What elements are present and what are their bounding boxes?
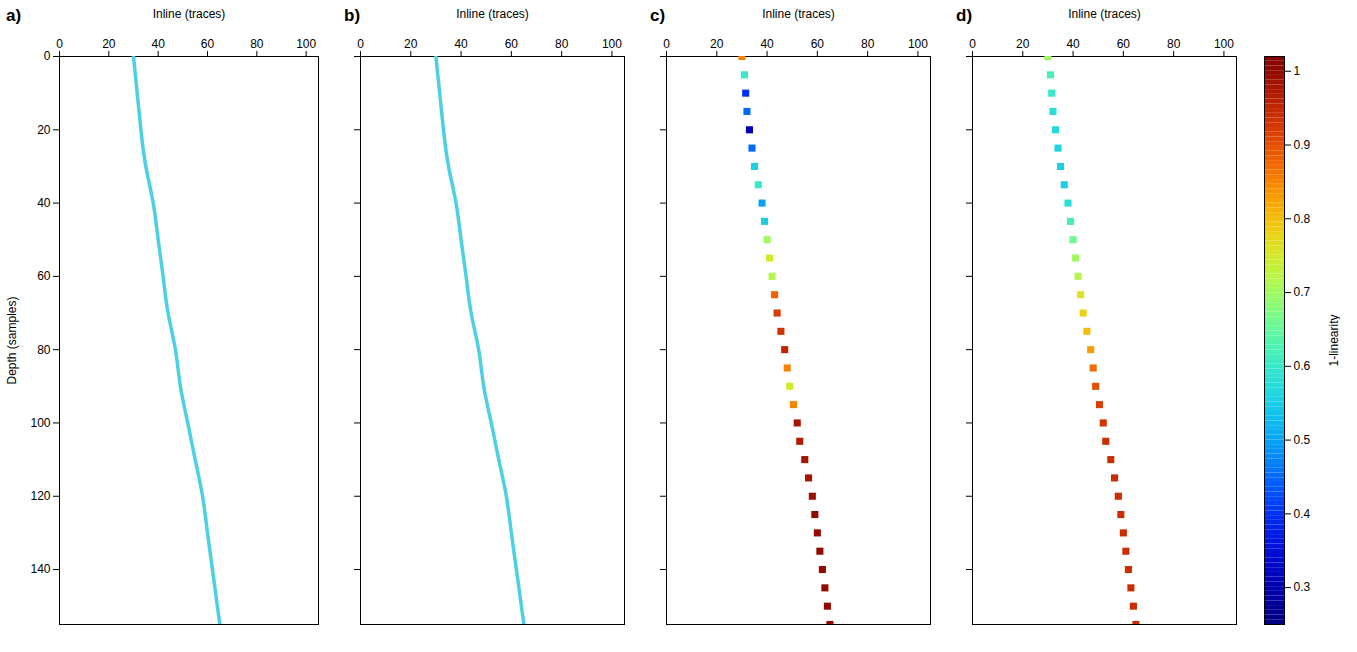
svg-text:40: 40	[151, 37, 165, 51]
svg-text:80: 80	[861, 37, 875, 51]
svg-text:Inline (traces): Inline (traces)	[1068, 7, 1141, 21]
svg-text:0: 0	[44, 49, 51, 63]
svg-text:0.4: 0.4	[1294, 507, 1311, 521]
svg-text:0.7: 0.7	[1294, 285, 1311, 299]
svg-text:20: 20	[37, 123, 51, 137]
svg-text:0.8: 0.8	[1294, 212, 1311, 226]
svg-text:100: 100	[602, 37, 622, 51]
svg-text:60: 60	[37, 269, 51, 283]
svg-text:80: 80	[37, 343, 51, 357]
svg-text:40: 40	[37, 196, 51, 210]
svg-text:20: 20	[710, 37, 724, 51]
svg-text:80: 80	[250, 37, 264, 51]
svg-text:60: 60	[1117, 37, 1131, 51]
svg-text:0: 0	[663, 37, 670, 51]
html-text:d): d)	[956, 6, 972, 25]
svg-text:60: 60	[505, 37, 519, 51]
svg-text:Inline (traces): Inline (traces)	[762, 7, 835, 21]
svg-text:0: 0	[56, 37, 63, 51]
html-text:a): a)	[6, 6, 22, 25]
svg-text:20: 20	[1016, 37, 1030, 51]
svg-text:40: 40	[760, 37, 774, 51]
svg-text:0: 0	[969, 37, 976, 51]
svg-text:40: 40	[1066, 37, 1080, 51]
svg-text:0: 0	[357, 37, 364, 51]
svg-text:20: 20	[102, 37, 116, 51]
svg-text:0.3: 0.3	[1294, 580, 1311, 594]
svg-text:80: 80	[1167, 37, 1181, 51]
html-text:c): c)	[650, 6, 666, 25]
svg-text:1-linearity: 1-linearity	[1327, 314, 1341, 366]
svg-text:60: 60	[811, 37, 825, 51]
svg-text:100: 100	[30, 416, 50, 430]
svg-text:0.6: 0.6	[1294, 359, 1311, 373]
svg-text:100: 100	[1214, 37, 1234, 51]
svg-text:100: 100	[908, 37, 928, 51]
svg-text:1: 1	[1294, 64, 1301, 78]
svg-text:Inline (traces): Inline (traces)	[456, 7, 529, 21]
svg-text:140: 140	[30, 562, 50, 576]
svg-text:80: 80	[555, 37, 569, 51]
svg-text:Inline (traces): Inline (traces)	[153, 7, 226, 21]
svg-text:20: 20	[404, 37, 418, 51]
svg-text:60: 60	[201, 37, 215, 51]
svg-text:40: 40	[454, 37, 468, 51]
svg-text:120: 120	[30, 489, 50, 503]
svg-text:0.5: 0.5	[1294, 433, 1311, 447]
svg-text:0.9: 0.9	[1294, 138, 1311, 152]
svg-text:100: 100	[296, 37, 316, 51]
svg-text:Depth (samples): Depth (samples)	[5, 296, 19, 384]
html-text:b): b)	[344, 6, 360, 25]
